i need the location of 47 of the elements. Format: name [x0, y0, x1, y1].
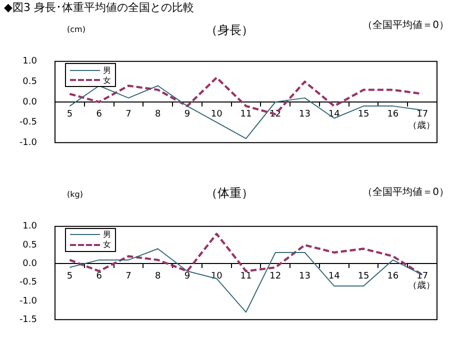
x-tick-label: 8: [154, 270, 161, 281]
chart-subtitle: （身長）: [206, 23, 254, 37]
x-tick-label: 9: [184, 110, 190, 120]
x-axis-title: （歳）: [408, 280, 435, 292]
y-tick-label: 1.0: [22, 221, 38, 232]
x-axis-title: （歳）: [408, 120, 435, 132]
x-tick-label: 15: [358, 270, 370, 281]
x-tick-label: 7: [126, 270, 132, 281]
y-tick-label: 0.0: [22, 258, 38, 269]
x-tick-label: 13: [299, 270, 310, 281]
x-tick-label: 10: [210, 110, 223, 120]
text: （全国平均値＝0）: [362, 20, 449, 32]
x-tick-label: 7: [126, 110, 132, 120]
x-tick-label: 5: [66, 110, 73, 120]
x-tick-label: 13: [299, 110, 310, 120]
y-axis-title: (kg): [67, 188, 83, 200]
y-tick-label: 0.0: [22, 97, 38, 108]
x-tick-label: 8: [154, 110, 161, 120]
x-tick-label: 11: [240, 270, 252, 281]
chart-title: ◆図3 身長･体重平均値の全国との比較: [4, 1, 194, 14]
legend-label: 女: [103, 74, 111, 86]
x-tick-label: 16: [387, 270, 399, 281]
legend-label: 女: [103, 239, 111, 250]
legend-label: 男: [103, 229, 111, 240]
y-axis-title: (cm): [67, 24, 86, 36]
x-tick-label: 5: [66, 270, 73, 281]
chart-title: （体重）: [206, 186, 254, 200]
y-tick-label: -1.0: [19, 138, 38, 148]
y-tick-label: -0.5: [19, 118, 37, 128]
y-tick-label: -0.5: [19, 277, 37, 288]
x-tick-label: 14: [328, 110, 340, 120]
y-tick-label: -1.5: [19, 314, 37, 324]
x-tick-label: 12: [270, 270, 282, 281]
x-tick-label: 6: [96, 270, 102, 281]
x-tick-label: 9: [184, 270, 190, 281]
x-tick-label: 15: [358, 110, 370, 120]
x-tick-label: 16: [387, 110, 399, 120]
x-tick-label: 6: [96, 110, 102, 120]
x-tick-label: 11: [240, 110, 252, 120]
y-tick-label: 0.5: [22, 77, 37, 88]
y-tick-label: 1.0: [22, 56, 38, 67]
x-tick-label: 14: [328, 270, 340, 281]
y-tick-label: 0.5: [22, 240, 37, 250]
y-tick-label: -1.0: [19, 296, 38, 306]
x-tick-label: 17: [416, 110, 428, 120]
legend-label: 男: [103, 64, 111, 76]
text: （全国平均値＝0）: [362, 186, 449, 198]
